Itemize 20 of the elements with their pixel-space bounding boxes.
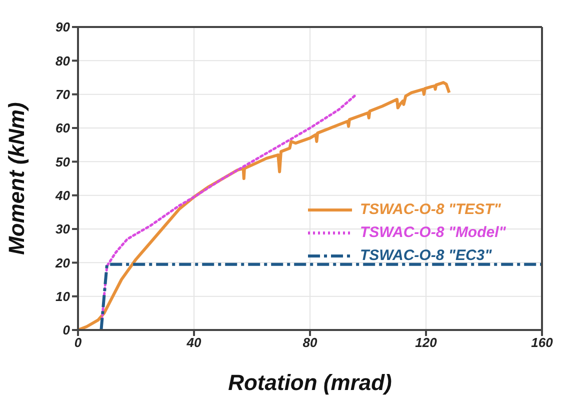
y-tick-label: 30	[56, 222, 71, 237]
legend-label: TSWAC-O-8 "TEST"	[360, 201, 501, 218]
y-tick-label: 40	[54, 188, 71, 203]
legend-label: TSWAC-O-8 "EC3"	[360, 247, 492, 264]
x-tick-label: 80	[302, 335, 318, 350]
y-axis-title: Moment (kNm)	[4, 102, 29, 255]
y-tick-label: 80	[56, 53, 71, 68]
x-axis-title: Rotation (mrad)	[228, 370, 392, 395]
y-tick-label: 0	[62, 322, 71, 338]
x-tick-label: 160	[531, 335, 554, 350]
x-tick-label: 40	[186, 335, 202, 350]
y-tick-label: 10	[56, 288, 71, 304]
y-tick-label: 60	[56, 120, 71, 136]
y-tick-label: 20	[54, 255, 71, 270]
legend-label: TSWAC-O-8 "Model"	[360, 224, 506, 241]
x-tick-label: 120	[415, 335, 438, 350]
y-tick-label: 50	[56, 154, 71, 170]
y-tick-label: 90	[56, 20, 71, 35]
y-tick-label: 70	[56, 86, 71, 102]
x-tick-label: 0	[74, 335, 82, 350]
